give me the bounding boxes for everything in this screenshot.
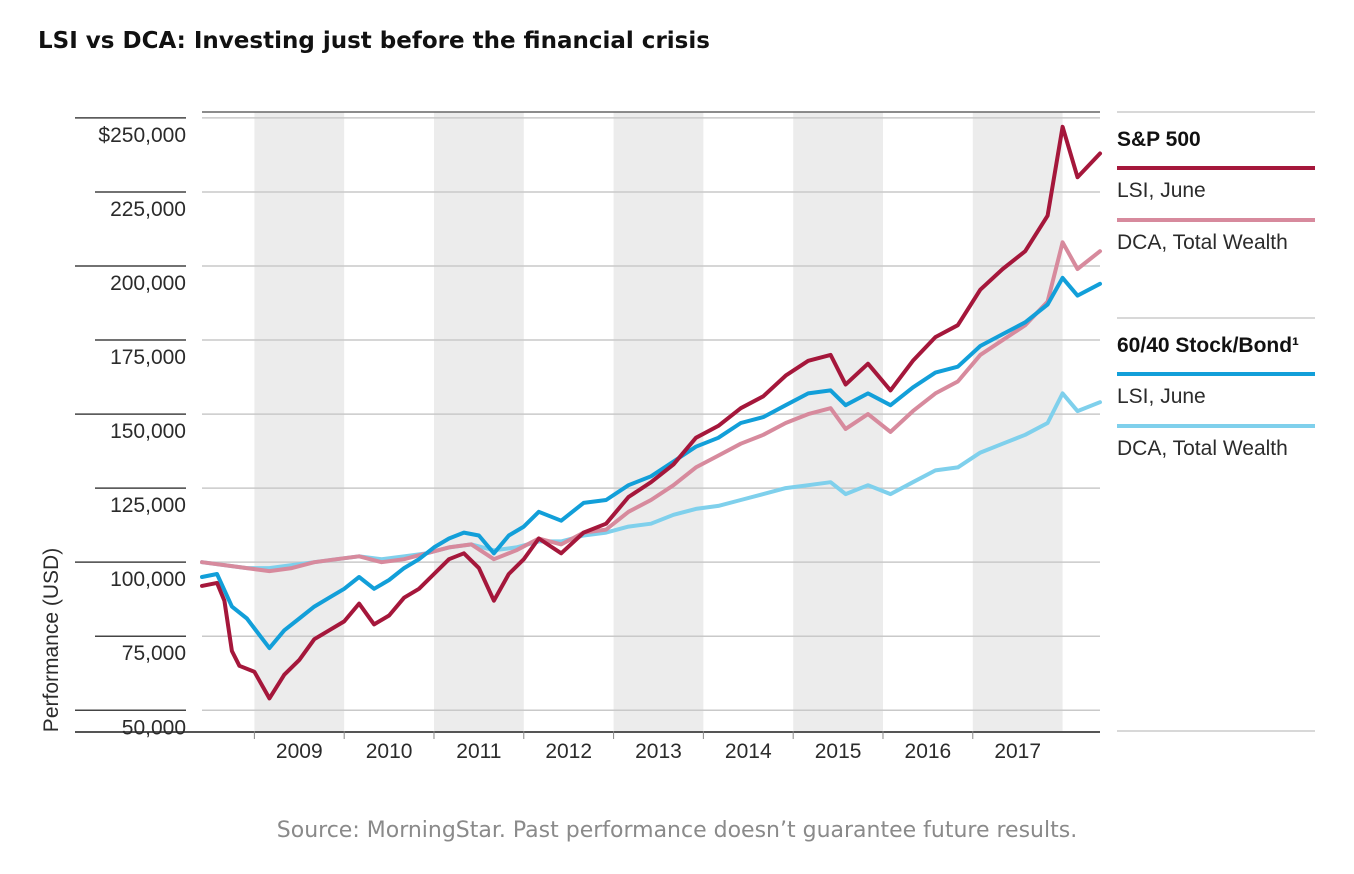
y-tick-label: 175,000 [110,346,186,369]
legend-item-label: LSI, June [1117,179,1206,202]
x-tick-label: 2013 [635,740,682,763]
x-axis-ticks: 2009 2010 2011 2012 2013 2014 2015 2016 2017 [253,731,1041,763]
year-bands [254,112,1063,731]
series-lines [200,124,1102,701]
grid-lines [75,111,1100,733]
y-tick-label: 125,000 [110,494,186,517]
y-tick-label: 200,000 [110,272,186,295]
year-band-2011 [433,112,524,731]
x-tick-label: 2015 [815,740,862,763]
x-tick-label: 2010 [366,740,413,763]
series-line-1 [200,240,1102,574]
x-tick-label: 2012 [545,740,592,763]
source-note: Source: MorningStar. Past performance do… [276,818,1078,843]
x-tick-label: 2016 [905,740,952,763]
x-tick-label: 2014 [725,740,772,763]
y-tick-label: 225,000 [110,198,186,221]
legend-item-label: LSI, June [1117,385,1206,408]
legend-group-title: 60/40 Stock/Bond¹ [1117,334,1299,357]
legend-item-label: DCA, Total Wealth [1117,231,1288,254]
legend: S&P 500 LSI, June DCA, Total Wealth 60/40 S… [1117,111,1315,732]
y-axis-label: Performance (USD) [40,548,63,732]
y-tick-label: 150,000 [110,420,186,443]
y-tick-label: 75,000 [122,642,186,665]
y-tick-label: $250,000 [98,124,186,147]
chart-title: LSI vs DCA: Investing just before the fi… [38,28,710,54]
y-tick-label: 100,000 [110,568,186,591]
x-tick-label: 2011 [456,740,501,763]
legend-group-title: S&P 500 [1117,128,1201,151]
series-line-0 [200,124,1102,701]
y-axis-ticks: $250,000 225,000 200,000 175,000 150,000 125,… [75,117,186,739]
x-tick-label: 2017 [994,740,1041,763]
year-band-2009 [254,112,345,731]
y-tick-label: 50,000 [122,716,186,739]
legend-item-label: DCA, Total Wealth [1117,437,1288,460]
year-band-2013 [613,112,704,731]
series-line-2 [200,275,1102,651]
x-tick-label: 2009 [276,740,323,763]
